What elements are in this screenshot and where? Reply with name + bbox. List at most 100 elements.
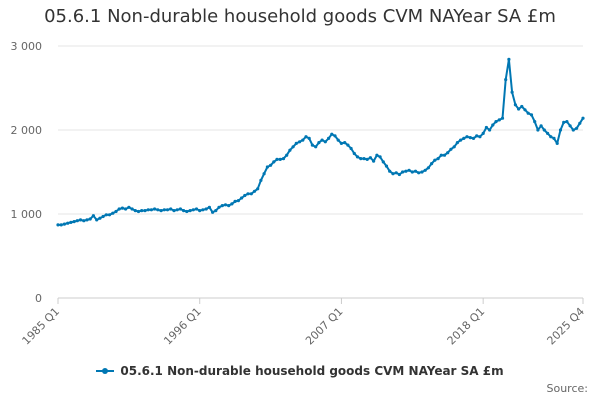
data-point[interactable] bbox=[323, 140, 327, 144]
data-point[interactable] bbox=[327, 136, 331, 140]
data-point[interactable] bbox=[133, 209, 137, 213]
data-point[interactable] bbox=[78, 218, 83, 222]
data-point[interactable] bbox=[375, 153, 379, 157]
data-point[interactable] bbox=[494, 120, 498, 124]
data-point[interactable] bbox=[149, 208, 153, 212]
data-point[interactable] bbox=[397, 172, 401, 177]
data-point[interactable] bbox=[349, 146, 353, 151]
data-point[interactable] bbox=[294, 141, 298, 145]
data-point[interactable] bbox=[372, 159, 376, 163]
data-point[interactable] bbox=[468, 136, 472, 140]
data-point[interactable] bbox=[281, 157, 286, 161]
data-point[interactable] bbox=[194, 207, 199, 211]
data-point[interactable] bbox=[127, 205, 131, 209]
data-point[interactable] bbox=[252, 189, 257, 193]
data-point[interactable] bbox=[249, 192, 253, 196]
data-point[interactable] bbox=[172, 209, 176, 213]
data-point[interactable] bbox=[243, 193, 247, 198]
data-point[interactable] bbox=[240, 196, 244, 200]
data-point[interactable] bbox=[558, 128, 563, 132]
data-point[interactable] bbox=[227, 204, 231, 208]
data-point[interactable] bbox=[256, 187, 260, 191]
data-point[interactable] bbox=[233, 199, 237, 203]
data-point[interactable] bbox=[442, 153, 447, 157]
data-point[interactable] bbox=[533, 120, 537, 124]
data-point[interactable] bbox=[182, 209, 186, 213]
data-point[interactable] bbox=[82, 219, 86, 223]
data-point[interactable] bbox=[330, 132, 334, 136]
data-point[interactable] bbox=[333, 134, 337, 138]
data-point[interactable] bbox=[162, 208, 166, 212]
data-point[interactable] bbox=[230, 202, 234, 206]
series-line[interactable] bbox=[58, 58, 584, 226]
data-point[interactable] bbox=[549, 135, 553, 139]
legend[interactable]: 05.6.1 Non-durable household goods CVM N… bbox=[0, 364, 600, 378]
data-point[interactable] bbox=[288, 148, 292, 152]
data-point[interactable] bbox=[314, 145, 318, 149]
data-point[interactable] bbox=[552, 136, 556, 140]
data-point[interactable] bbox=[223, 203, 228, 207]
data-point[interactable] bbox=[346, 143, 350, 147]
data-point[interactable] bbox=[529, 113, 534, 117]
data-point[interactable] bbox=[185, 209, 189, 214]
data-point[interactable] bbox=[555, 141, 559, 145]
data-point[interactable] bbox=[491, 123, 495, 127]
data-point[interactable] bbox=[207, 205, 211, 209]
data-point[interactable] bbox=[236, 199, 240, 203]
data-point[interactable] bbox=[156, 208, 160, 212]
data-point[interactable] bbox=[246, 192, 250, 196]
data-point[interactable] bbox=[391, 172, 395, 176]
data-point[interactable] bbox=[384, 164, 389, 168]
data-point[interactable] bbox=[220, 204, 224, 208]
data-point[interactable] bbox=[88, 217, 92, 221]
data-point[interactable] bbox=[107, 213, 112, 217]
data-point[interactable] bbox=[265, 165, 269, 169]
data-point[interactable] bbox=[72, 220, 76, 224]
data-point[interactable] bbox=[301, 138, 305, 142]
data-point[interactable] bbox=[381, 160, 385, 164]
data-point[interactable] bbox=[211, 210, 215, 214]
data-point[interactable] bbox=[95, 218, 99, 222]
data-point[interactable] bbox=[98, 216, 102, 220]
data-point[interactable] bbox=[462, 136, 466, 140]
data-point[interactable] bbox=[85, 218, 89, 222]
data-point[interactable] bbox=[520, 104, 524, 109]
data-point[interactable] bbox=[114, 209, 118, 214]
data-point[interactable] bbox=[510, 90, 514, 94]
data-point[interactable] bbox=[417, 171, 421, 175]
data-point[interactable] bbox=[420, 170, 424, 174]
data-point[interactable] bbox=[140, 209, 144, 213]
data-point[interactable] bbox=[517, 107, 521, 111]
data-point[interactable] bbox=[388, 169, 392, 173]
data-point[interactable] bbox=[539, 124, 543, 128]
data-point[interactable] bbox=[104, 213, 108, 217]
data-point[interactable] bbox=[575, 126, 579, 130]
data-point[interactable] bbox=[298, 140, 302, 144]
data-point[interactable] bbox=[452, 145, 456, 149]
data-point[interactable] bbox=[446, 151, 450, 155]
data-point[interactable] bbox=[269, 163, 273, 167]
data-point[interactable] bbox=[449, 147, 453, 151]
data-point[interactable] bbox=[430, 162, 434, 166]
data-point[interactable] bbox=[500, 116, 505, 120]
data-point[interactable] bbox=[343, 141, 347, 145]
data-point[interactable] bbox=[69, 220, 73, 224]
data-point[interactable] bbox=[471, 136, 476, 140]
data-point[interactable] bbox=[217, 205, 221, 209]
data-point[interactable] bbox=[272, 160, 276, 164]
data-point[interactable] bbox=[143, 209, 147, 213]
data-point[interactable] bbox=[66, 221, 70, 225]
data-point[interactable] bbox=[111, 211, 115, 215]
data-point[interactable] bbox=[310, 143, 314, 147]
data-point[interactable] bbox=[352, 151, 356, 156]
data-point[interactable] bbox=[188, 209, 192, 213]
data-point[interactable] bbox=[153, 207, 157, 211]
data-point[interactable] bbox=[546, 131, 550, 135]
data-point[interactable] bbox=[130, 207, 134, 211]
data-point[interactable] bbox=[484, 125, 488, 130]
data-point[interactable] bbox=[339, 141, 343, 145]
data-point[interactable] bbox=[169, 207, 173, 211]
data-point[interactable] bbox=[436, 157, 440, 161]
data-point[interactable] bbox=[394, 171, 398, 175]
data-point[interactable] bbox=[378, 155, 382, 159]
